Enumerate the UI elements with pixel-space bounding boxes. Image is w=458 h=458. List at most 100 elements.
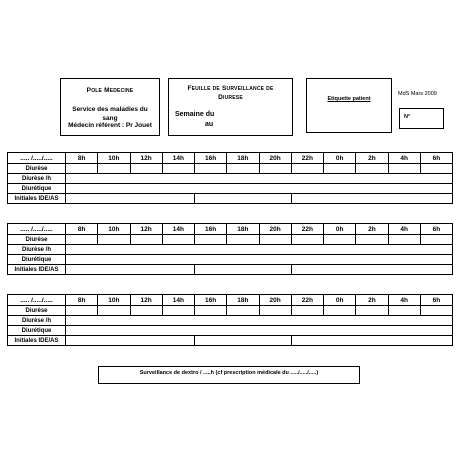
hour-header: 16h <box>193 294 228 306</box>
table-row: Diurétique <box>7 254 453 265</box>
date-cell[interactable]: ..... /...../..... <box>7 152 66 164</box>
entry-cell[interactable] <box>65 315 453 326</box>
entry-cell[interactable] <box>387 163 421 174</box>
hour-header: 18h <box>226 223 260 235</box>
hour-header: 6h <box>419 223 454 235</box>
entry-cell[interactable] <box>419 305 454 316</box>
entry-cell[interactable] <box>226 163 260 174</box>
entry-cell[interactable] <box>193 234 228 245</box>
hour-header: 20h <box>258 294 292 306</box>
hour-header: 18h <box>226 152 260 164</box>
entry-cell[interactable] <box>290 305 325 316</box>
entry-cell[interactable] <box>97 234 131 245</box>
row-label: Diurèse <box>7 305 66 316</box>
date-cell[interactable]: ..... /...../..... <box>7 294 66 306</box>
hour-header: 8h <box>64 223 99 235</box>
table-row: Diurèse <box>7 305 454 316</box>
initials-cell[interactable] <box>194 193 292 204</box>
row-label: Diurétique <box>7 325 66 336</box>
hour-header: 14h <box>161 294 196 306</box>
entry-cell[interactable] <box>65 325 453 336</box>
entry-cell[interactable] <box>129 163 163 174</box>
entry-cell[interactable] <box>129 234 163 245</box>
entry-cell[interactable] <box>322 234 357 245</box>
row-label: Diurèse /h <box>7 244 66 255</box>
entry-cell[interactable] <box>193 305 228 316</box>
entry-cell[interactable] <box>97 163 131 174</box>
initials-cell[interactable] <box>65 264 195 275</box>
pole-box: Pole Medecine Service des maladies du sa… <box>60 78 160 136</box>
hour-header: 4h <box>387 223 421 235</box>
referent-doctor: Médecin référent : Pr Jouet <box>68 122 152 129</box>
entry-cell[interactable] <box>258 305 292 316</box>
table-row: Diurèse /h <box>7 244 453 255</box>
form-title-line1: Feuille de Surveillance de <box>187 85 274 92</box>
entry-cell[interactable] <box>290 234 325 245</box>
patient-label-box: Etiquette patient <box>306 78 392 133</box>
entry-cell[interactable] <box>355 234 389 245</box>
row-label: Diurétique <box>7 254 66 265</box>
entry-cell[interactable] <box>387 234 421 245</box>
feuille-box: Feuille de Surveillance de Diurese Semai… <box>168 78 293 136</box>
entry-cell[interactable] <box>258 234 292 245</box>
initials-cell[interactable] <box>290 335 454 346</box>
entry-cell[interactable] <box>419 163 454 174</box>
hour-header: 20h <box>258 223 292 235</box>
entry-cell[interactable] <box>193 163 228 174</box>
entry-cell[interactable] <box>65 183 453 194</box>
entry-cell[interactable] <box>322 163 357 174</box>
entry-cell[interactable] <box>258 163 292 174</box>
week-from-label: Semaine du <box>175 111 215 118</box>
dextro-box: Surveillance de dextro / .....h (cf pres… <box>98 366 360 384</box>
number-box[interactable]: N° <box>399 108 444 129</box>
initials-cell[interactable] <box>65 335 195 346</box>
initials-cell[interactable] <box>290 264 454 275</box>
entry-cell[interactable] <box>226 305 260 316</box>
diuresis-table-1: ..... /...../..... 8h 10h 12h 14h 16h 18h 20h 22… <box>7 152 454 204</box>
entry-cell[interactable] <box>65 173 453 184</box>
entry-cell[interactable] <box>322 305 357 316</box>
hour-header: 16h <box>193 152 228 164</box>
entry-cell[interactable] <box>161 163 196 174</box>
entry-cell[interactable] <box>161 305 196 316</box>
hour-header: 0h <box>322 294 357 306</box>
initials-cell[interactable] <box>65 193 195 204</box>
entry-cell[interactable] <box>64 234 99 245</box>
entry-cell[interactable] <box>65 244 453 255</box>
table-row: Diurèse <box>7 163 454 174</box>
hour-header: 14h <box>161 223 196 235</box>
diuresis-table-2: ..... /...../..... 8h 10h 12h 14h 16h 18h 20h 22… <box>7 223 454 275</box>
service-name: Service des maladies du sang <box>72 106 148 122</box>
hours-row: ..... /...../..... 8h 10h 12h 14h 16h 18h 20h 22… <box>7 294 454 306</box>
entry-cell[interactable] <box>355 305 389 316</box>
row-label: Diurèse /h <box>7 173 66 184</box>
hour-header: 4h <box>387 152 421 164</box>
entry-cell[interactable] <box>161 234 196 245</box>
entry-cell[interactable] <box>290 163 325 174</box>
entry-cell[interactable] <box>129 305 163 316</box>
table-row: Diurétique <box>7 325 453 336</box>
entry-cell[interactable] <box>226 234 260 245</box>
hour-header: 12h <box>129 152 163 164</box>
entry-cell[interactable] <box>419 234 454 245</box>
entry-cell[interactable] <box>64 163 99 174</box>
hour-header: 0h <box>322 152 357 164</box>
date-cell[interactable]: ..... /...../..... <box>7 223 66 235</box>
entry-cell[interactable] <box>387 305 421 316</box>
dextro-text: Surveillance de dextro / .....h (cf pres… <box>139 370 319 376</box>
row-label: Initiales IDE/AS <box>7 264 66 275</box>
initials-cell[interactable] <box>194 264 292 275</box>
initials-cell[interactable] <box>290 193 454 204</box>
entry-cell[interactable] <box>355 163 389 174</box>
initials-cell[interactable] <box>194 335 292 346</box>
entry-cell[interactable] <box>64 305 99 316</box>
hour-header: 2h <box>355 294 389 306</box>
hour-header: 6h <box>419 152 454 164</box>
hour-header: 12h <box>129 223 163 235</box>
row-label: Initiales IDE/AS <box>7 335 66 346</box>
hour-header: 18h <box>226 294 260 306</box>
table-row: Initiales IDE/AS <box>7 335 454 346</box>
table-row: Diurèse /h <box>7 173 453 184</box>
entry-cell[interactable] <box>97 305 131 316</box>
entry-cell[interactable] <box>65 254 453 265</box>
